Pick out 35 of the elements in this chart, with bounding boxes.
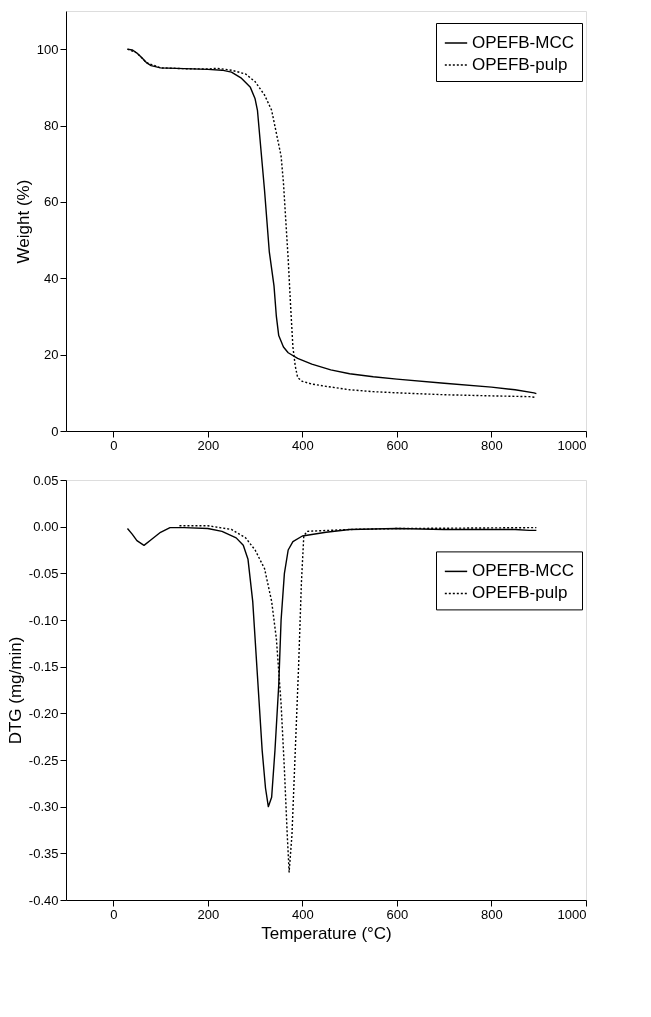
legend-label: OPEFB-MCC	[472, 561, 574, 581]
y-tick-label: 100	[36, 41, 59, 57]
y-tick-label: 20	[44, 347, 59, 363]
y-axis-title: DTG (mg/min)	[5, 636, 25, 745]
y-tick-label: -0.30	[28, 799, 59, 815]
x-tick-label: 0	[110, 437, 118, 453]
legend-label: OPEFB-MCC	[472, 33, 574, 52]
x-tick-label: 600	[386, 437, 409, 453]
x-tick-label: 0	[110, 906, 118, 922]
y-tick-label: -0.05	[28, 565, 59, 581]
y-tick-label: 0	[51, 423, 59, 439]
x-tick-label: 200	[197, 906, 220, 922]
x-tick-label: 800	[481, 437, 503, 453]
legend-label: OPEFB-pulp	[472, 583, 568, 603]
y-tick-label: 0.00	[33, 519, 59, 535]
y-axis-title: Weight (%)	[13, 179, 33, 264]
y-tick-label: -0.35	[28, 845, 59, 861]
y-tick-label: -0.25	[28, 752, 59, 768]
x-tick-label: 600	[386, 906, 409, 922]
y-tick-label: -0.15	[28, 659, 59, 675]
y-tick-label: 0.05	[33, 472, 59, 488]
x-tick-label: 1000	[557, 437, 587, 453]
x-tick-label: 400	[292, 906, 314, 922]
y-tick-label: 80	[44, 118, 59, 134]
x-axis-title: Temperature (°C)	[261, 923, 392, 943]
y-tick-label: -0.10	[28, 612, 59, 628]
y-tick-label: 60	[44, 194, 59, 210]
y-tick-label: -0.40	[28, 892, 59, 908]
y-tick-label: -0.20	[28, 705, 59, 721]
x-tick-label: 400	[292, 437, 314, 453]
y-tick-label: 40	[44, 270, 59, 286]
x-tick-label: 800	[481, 906, 503, 922]
legend-label: OPEFB-pulp	[472, 55, 568, 74]
x-tick-label: 200	[197, 437, 220, 453]
x-tick-label: 1000	[557, 906, 587, 922]
